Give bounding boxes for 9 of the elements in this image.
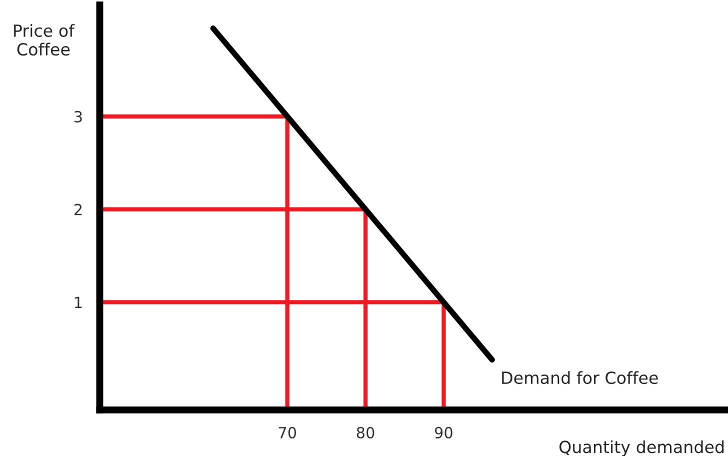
annotation: Demand for Coffee bbox=[502, 371, 658, 384]
y-tick-label: 2 bbox=[74, 204, 82, 216]
x-tick-label: 70 bbox=[278, 426, 296, 438]
x-tick-label: 80 bbox=[356, 426, 374, 438]
x-tick-label: 90 bbox=[434, 426, 452, 438]
y-tick-label: 1 bbox=[75, 296, 82, 308]
y-axis-title: Price of Coffee bbox=[14, 24, 75, 56]
y-tick-label: 3 bbox=[74, 110, 82, 122]
x-axis-title: Quantity demanded bbox=[559, 440, 724, 456]
